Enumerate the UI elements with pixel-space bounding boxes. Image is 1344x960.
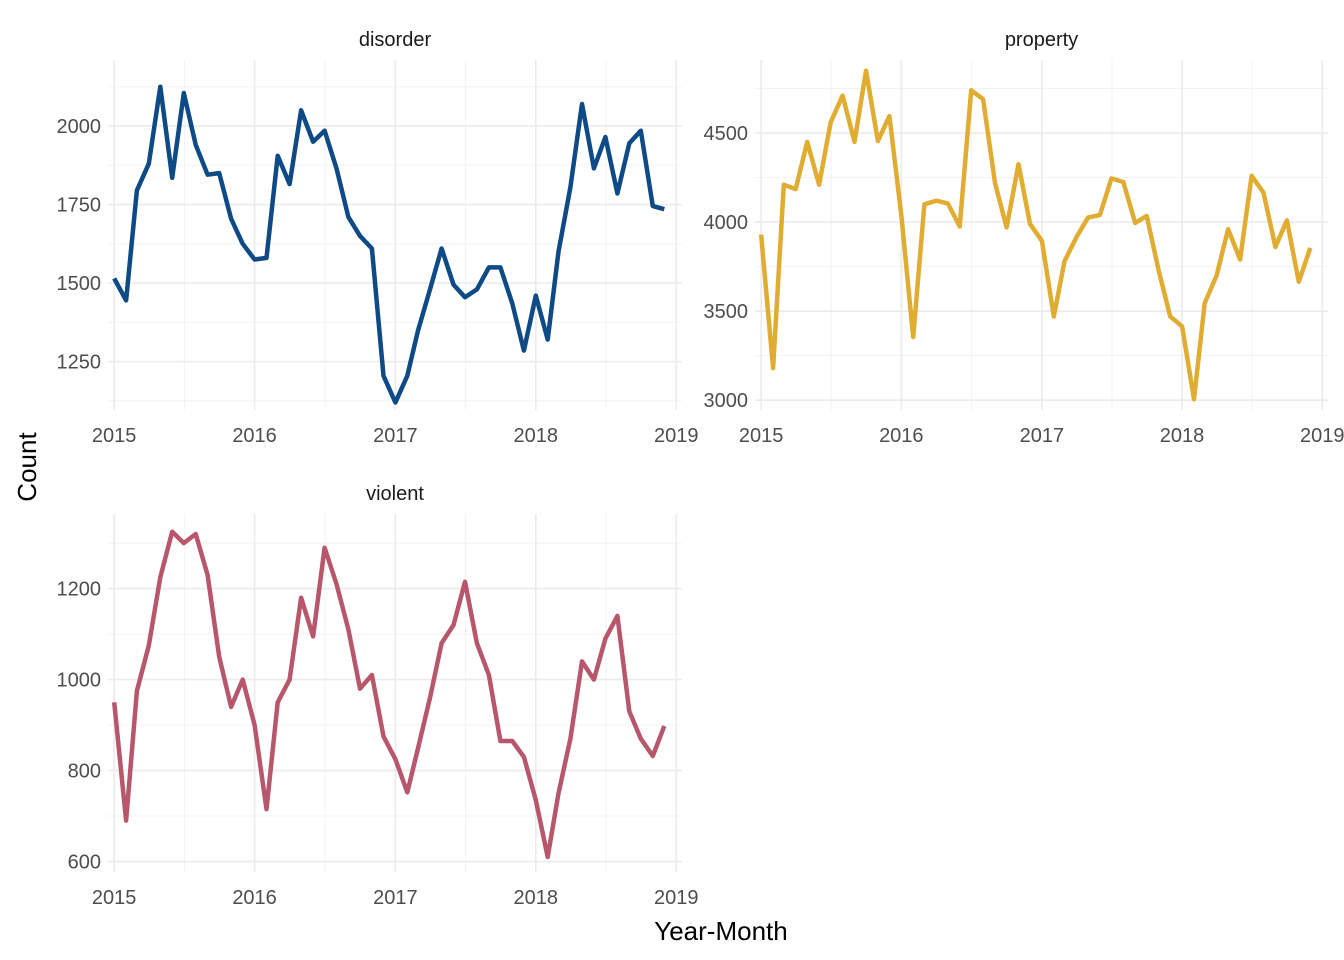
- x-tick-label: 2019: [654, 887, 699, 909]
- series-line-property: [758, 68, 1313, 402]
- y-tick-label: 1500: [57, 273, 102, 295]
- x-tick-label: 2019: [1300, 425, 1344, 447]
- y-tick-label: 2000: [57, 116, 102, 138]
- x-tick-label: 2016: [232, 425, 277, 447]
- y-tick-label: 3000: [704, 390, 749, 412]
- chart-panels: 2015 2016 2017 2018 2019 1250 1500 1750 2000 diso…: [57, 29, 1344, 909]
- y-tick-label: 600: [68, 852, 101, 874]
- y-tick-label: 1000: [57, 670, 102, 692]
- y-tick-label: 4500: [704, 123, 749, 145]
- x-tick-label: 2018: [514, 425, 559, 447]
- y-tick-label: 4000: [704, 212, 749, 234]
- y-tick-label: 1750: [57, 195, 102, 217]
- x-tick-label: 2017: [1020, 425, 1065, 447]
- y-axis-title: Count: [12, 432, 42, 502]
- series-line-violent: [111, 529, 667, 860]
- x-tick-label: 2016: [879, 425, 924, 447]
- y-tick-label: 1200: [57, 579, 102, 601]
- x-tick-label: 2018: [514, 887, 559, 909]
- x-tick-label: 2017: [373, 887, 418, 909]
- x-tick-label: 2018: [1160, 425, 1205, 447]
- x-tick-label: 2015: [92, 425, 137, 447]
- panel-title: disorder: [359, 29, 432, 51]
- y-tick-label: 800: [68, 761, 101, 783]
- y-tick-label: 1250: [57, 352, 102, 374]
- x-tick-label: 2017: [373, 425, 418, 447]
- x-axis-title: Year-Month: [654, 916, 787, 946]
- panel-title: violent: [366, 483, 424, 505]
- panel-violent: 2015 2016 2017 2018 2019 600 800 1000 1200 violen…: [57, 483, 699, 909]
- x-tick-label: 2019: [654, 425, 699, 447]
- x-tick-label: 2015: [739, 425, 784, 447]
- panel-property: 2015 2016 2017 2018 2019 3000 3500 4000 4500 prop…: [704, 29, 1344, 447]
- panel-disorder: 2015 2016 2017 2018 2019 1250 1500 1750 2000 diso…: [57, 29, 699, 447]
- series-line-disorder: [112, 84, 665, 405]
- panel-title: property: [1005, 29, 1078, 51]
- x-tick-label: 2016: [232, 887, 277, 909]
- y-tick-label: 3500: [704, 301, 749, 323]
- x-tick-label: 2015: [92, 887, 137, 909]
